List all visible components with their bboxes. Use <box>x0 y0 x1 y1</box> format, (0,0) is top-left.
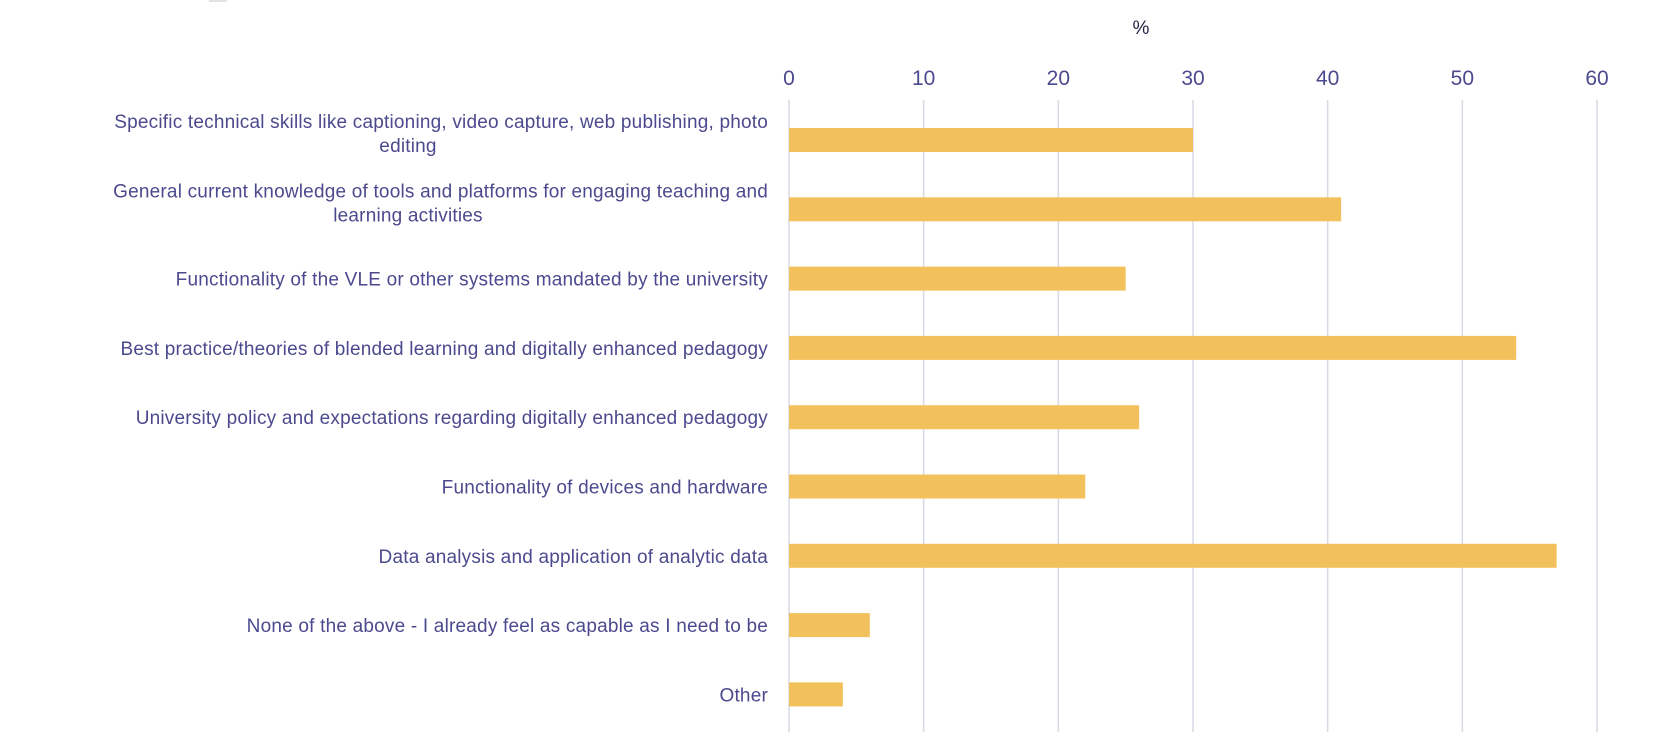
category-label: learning activities <box>333 205 483 226</box>
category-label: General current knowledge of tools and p… <box>113 181 768 202</box>
category-label: Other <box>719 685 768 706</box>
x-axis-title: % <box>1133 18 1150 39</box>
x-tick-label: 20 <box>1047 67 1070 90</box>
category-label: Functionality of devices and hardware <box>442 478 768 499</box>
x-tick-label: 30 <box>1181 67 1204 90</box>
x-tick-label: 0 <box>783 67 795 90</box>
bars <box>789 128 1557 707</box>
x-tick-label: 10 <box>912 67 935 90</box>
x-tick-labels: 0 10 20 30 40 50 60 <box>783 67 1609 90</box>
category-label: Functionality of the VLE or other system… <box>176 270 769 291</box>
bar <box>789 613 870 638</box>
category-label: Best practice/theories of blended learni… <box>120 339 768 360</box>
x-tick-label: 40 <box>1316 67 1339 90</box>
bar <box>789 266 1126 291</box>
category-label: Specific technical skills like captionin… <box>114 112 768 133</box>
category-label: None of the above - I already feel as ca… <box>247 616 768 637</box>
bar <box>789 543 1557 568</box>
x-tick-label: 50 <box>1451 67 1474 90</box>
bar <box>789 474 1086 499</box>
bar <box>789 128 1193 152</box>
bar <box>789 405 1140 430</box>
category-label: University policy and expectations regar… <box>136 408 769 429</box>
bar <box>789 335 1517 360</box>
category-labels: Specific technical skills like captionin… <box>113 112 768 706</box>
category-label: Data analysis and application of analyti… <box>379 547 769 568</box>
bar <box>789 682 843 707</box>
x-tick-label: 60 <box>1585 67 1608 90</box>
bar <box>789 197 1342 222</box>
category-label: editing <box>379 136 436 157</box>
top-edge-artifact <box>209 0 227 2</box>
